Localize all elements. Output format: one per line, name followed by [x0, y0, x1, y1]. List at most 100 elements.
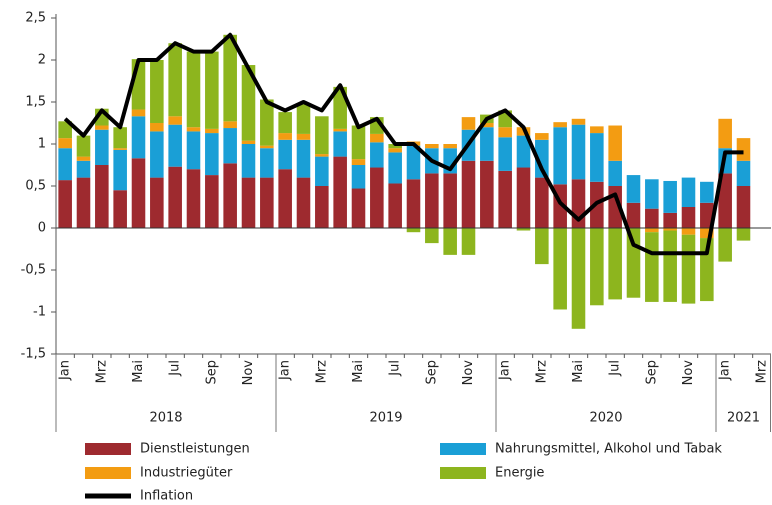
bar-segment — [388, 183, 402, 228]
x-tick-label: Jul — [168, 360, 183, 377]
y-tick-label: 0 — [38, 221, 46, 236]
year-label: 2021 — [727, 411, 760, 426]
bar-segment — [150, 60, 164, 123]
bar-segment — [425, 173, 439, 228]
bar-segment — [150, 123, 164, 132]
bar-segment — [626, 175, 641, 203]
bar-segment — [535, 139, 549, 178]
bar-segment — [223, 163, 237, 228]
x-tick-label: Nov — [241, 360, 256, 386]
bar-segment — [223, 128, 237, 164]
bar-segment — [590, 133, 604, 182]
bar-segment — [241, 65, 256, 141]
bar-segment — [480, 127, 494, 161]
bar-segment — [480, 160, 494, 228]
y-tick-label: 0,5 — [25, 179, 46, 194]
bar-segment — [608, 228, 622, 300]
bar-segment — [76, 160, 91, 178]
bar-segment — [663, 212, 677, 228]
x-tick-label: Jan — [58, 360, 73, 381]
bar-segment — [95, 129, 109, 165]
bar-segment — [553, 122, 567, 128]
bar-segment — [645, 232, 659, 302]
x-tick-label: Mai — [131, 360, 146, 383]
bar-segment — [296, 104, 311, 134]
bar-segment — [260, 99, 274, 146]
inflation-line — [63, 32, 744, 256]
bar-segment — [681, 228, 696, 235]
x-tick-label: Jul — [388, 360, 403, 377]
bar-segment — [663, 228, 677, 231]
bar-segment — [278, 133, 292, 140]
x-tick-label: Mai — [351, 360, 366, 383]
bar-segment — [571, 124, 586, 180]
bar-segment — [700, 202, 714, 228]
x-tick-label: Mrz — [754, 360, 769, 384]
legend-swatch — [85, 443, 131, 455]
bar-segment — [260, 148, 274, 178]
bar-segment — [388, 148, 402, 153]
bar-segment — [260, 177, 274, 228]
x-tick-label: Sep — [204, 360, 219, 385]
bar-segment — [58, 138, 72, 149]
bar-segment — [150, 177, 164, 228]
y-tick-label: 1,5 — [25, 95, 46, 110]
bar-segment — [498, 127, 512, 138]
bar-segment — [241, 144, 256, 178]
bar-segment — [241, 140, 256, 144]
bar-segment — [425, 144, 439, 149]
bar-segment — [296, 177, 311, 228]
bar-segment — [718, 118, 732, 149]
bar-segment — [425, 228, 439, 244]
bar-segment — [186, 127, 201, 132]
bar-segment — [718, 228, 732, 262]
bar-segment — [351, 165, 366, 189]
bar-segment — [535, 133, 549, 140]
x-tick-label: Nov — [461, 360, 476, 386]
bar-segment — [608, 160, 622, 186]
bar-segment — [315, 116, 329, 155]
bar-segment — [626, 228, 641, 298]
bar-segment — [58, 121, 72, 139]
bar-segment — [553, 127, 567, 185]
bar-segment — [461, 228, 476, 255]
bar-segment — [663, 230, 677, 302]
bar-segment — [480, 123, 494, 128]
bar-segment — [461, 117, 476, 130]
x-tick-label: Jan — [498, 360, 513, 381]
x-tick-label: Mrz — [534, 360, 549, 384]
bar-segment — [315, 154, 329, 157]
bar-segment — [516, 135, 531, 168]
bar-segment — [241, 177, 256, 228]
bar-segment — [333, 131, 347, 157]
bar-segment — [498, 170, 512, 228]
bar-segment — [76, 177, 91, 228]
bar-segment — [113, 148, 127, 150]
bar-segment — [205, 51, 219, 129]
bar-segment — [718, 173, 732, 228]
bar-segment — [296, 133, 311, 140]
x-tick-label: Jul — [608, 360, 623, 377]
bar-segment — [351, 159, 366, 165]
bar-segment — [113, 149, 127, 191]
bar-segment — [443, 144, 457, 149]
y-tick-label: -0,5 — [21, 263, 46, 278]
bar-segment — [58, 180, 72, 228]
bar-segment — [681, 207, 696, 228]
bar-segment — [351, 125, 366, 160]
bar-segment — [168, 116, 182, 125]
bar-segment — [461, 160, 476, 228]
bar-segment — [131, 116, 146, 159]
x-tick-label: Sep — [644, 360, 659, 385]
bar-segment — [205, 175, 219, 228]
bar-segment — [131, 109, 146, 117]
bar-segment — [315, 186, 329, 228]
bar-segment — [150, 131, 164, 178]
x-tick-label: Mrz — [314, 360, 329, 384]
bar-segment — [516, 167, 531, 228]
x-tick-label: Jan — [718, 360, 733, 381]
bar-segment — [590, 228, 604, 306]
bar-segment — [315, 156, 329, 186]
bar-segment — [736, 186, 751, 228]
bar-segment — [278, 112, 292, 134]
